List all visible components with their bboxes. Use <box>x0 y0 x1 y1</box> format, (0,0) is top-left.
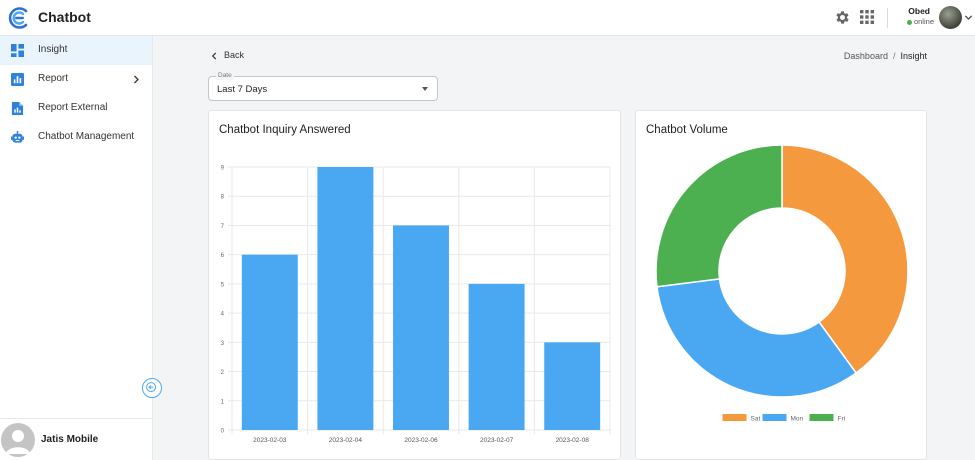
sidebar-footer: Jatis Mobile <box>0 418 152 460</box>
legend-label: Mon <box>791 416 804 423</box>
date-filter-select[interactable]: Date Last 7 Days <box>208 72 438 101</box>
collapse-sidebar-button[interactable] <box>142 378 162 398</box>
dashboard-icon <box>11 44 24 57</box>
x-tick-label: 2023-02-04 <box>329 437 363 444</box>
chevron-left-icon <box>211 52 217 60</box>
donut-slice[interactable] <box>781 144 909 374</box>
sidebar-item-report-external[interactable]: Report External <box>0 94 152 123</box>
y-tick-label: 0 <box>221 429 225 435</box>
bar[interactable] <box>317 167 374 430</box>
app-title: Chatbot <box>38 9 91 25</box>
apps-grid-icon[interactable] <box>860 10 874 24</box>
user-avatar[interactable] <box>939 6 962 29</box>
user-silhouette-icon <box>6 430 30 454</box>
y-tick-label: 1 <box>221 399 225 405</box>
donut-chart-title: Chatbot Volume <box>646 124 728 136</box>
arrow-left-icon <box>146 382 157 393</box>
chevron-right-icon <box>134 75 139 84</box>
legend-label: Fri <box>838 416 846 423</box>
chatbot-volume-card: Chatbot Volume Sat Mon Fri <box>635 110 927 460</box>
date-filter-value: Last 7 Days <box>217 84 268 95</box>
donut-slice[interactable] <box>655 144 783 288</box>
bar[interactable] <box>544 342 601 430</box>
bar[interactable] <box>468 283 525 430</box>
org-avatar[interactable] <box>1 423 35 457</box>
breadcrumb-current: Insight <box>900 51 927 61</box>
bar-chart-title: Chatbot Inquiry Answered <box>219 124 351 136</box>
donut-slice[interactable] <box>656 278 858 398</box>
caret-down-icon <box>422 87 428 91</box>
header-divider <box>887 8 888 28</box>
date-filter-label: Date <box>216 72 234 80</box>
online-status-dot <box>906 19 912 25</box>
document-icon <box>11 102 24 115</box>
x-tick-label: 2023-02-07 <box>480 437 514 444</box>
breadcrumb-separator: / <box>892 51 896 61</box>
y-tick-label: 4 <box>221 312 225 318</box>
legend-swatch <box>809 414 834 421</box>
y-tick-label: 8 <box>221 195 225 201</box>
breadcrumb: Dashboard / Insight <box>844 51 927 61</box>
legend-swatch <box>762 414 787 421</box>
bar-chart-icon <box>11 73 24 86</box>
robot-icon <box>11 131 24 143</box>
sidebar-item-label: Report <box>38 73 69 84</box>
legend-label: Sat <box>751 416 761 423</box>
legend-swatch <box>722 414 747 421</box>
x-tick-label: 2023-02-06 <box>404 437 438 444</box>
sidebar: Insight Report Report External Chatbot M… <box>0 36 162 460</box>
bar[interactable] <box>393 225 449 430</box>
sidebar-item-report[interactable]: Report <box>0 65 152 94</box>
sidebar-item-label: Insight <box>38 44 68 55</box>
y-tick-label: 6 <box>221 253 225 259</box>
breadcrumb-dashboard[interactable]: Dashboard <box>843 51 888 61</box>
sidebar-item-insight[interactable]: Insight <box>0 36 152 65</box>
y-tick-label: 9 <box>221 166 225 172</box>
user-name: Obed <box>908 6 930 16</box>
donut-chart: Sat Mon Fri <box>655 144 909 423</box>
back-link[interactable]: Back <box>211 50 244 60</box>
inquiry-answered-card: Chatbot Inquiry Answered 0 1 2 3 4 5 6 7 8 9 2023-… <box>208 110 621 460</box>
bar-chart: 0 1 2 3 4 5 6 7 8 9 2023-02-03 2023-02-04 2023-02-06… <box>221 166 611 444</box>
sidebar-item-chatbot-management[interactable]: Chatbot Management <box>0 123 152 152</box>
y-tick-label: 3 <box>221 341 225 347</box>
sidebar-item-label: Report External <box>38 102 108 113</box>
bar[interactable] <box>241 254 298 430</box>
y-tick-label: 2 <box>221 370 225 376</box>
x-tick-label: 2023-02-03 <box>253 437 287 444</box>
user-status: online <box>896 17 934 26</box>
chevron-down-icon[interactable] <box>964 13 973 22</box>
y-tick-label: 5 <box>221 282 225 288</box>
back-label: Back <box>224 50 245 60</box>
sidebar-item-label: Chatbot Management <box>38 131 135 142</box>
chatbot-logo-icon <box>8 7 28 29</box>
user-status-text: online <box>913 17 934 26</box>
org-name: Jatis Mobile <box>41 434 99 445</box>
y-tick-label: 7 <box>221 224 225 230</box>
x-tick-label: 2023-02-08 <box>556 437 590 444</box>
gear-icon[interactable] <box>834 9 851 26</box>
top-bar: Chatbot Obed online <box>0 0 975 36</box>
